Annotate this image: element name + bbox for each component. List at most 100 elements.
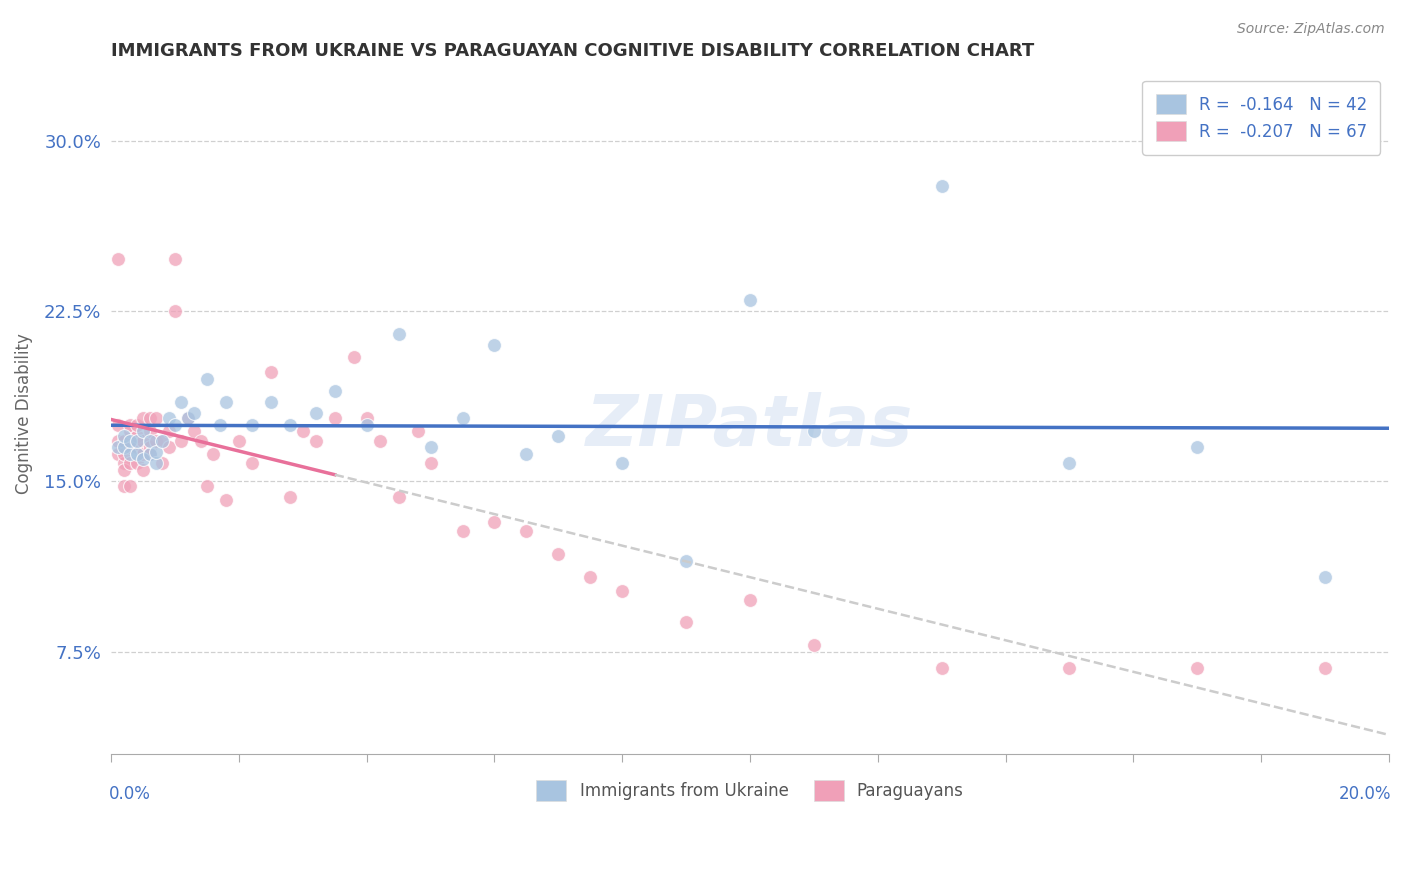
Point (419, 456, 441, 470)
Point (304, 406, 326, 420)
Text: 0.0%: 0.0% (108, 785, 150, 803)
Point (202, 447, 225, 461)
Point (112, 479, 135, 493)
Point (803, 638, 825, 652)
Point (125, 429, 148, 443)
Point (157, 425, 180, 439)
Point (125, 417, 148, 432)
Point (484, 338, 506, 352)
Point (107, 252, 129, 266)
Point (120, 479, 142, 493)
Point (1059, 456, 1081, 470)
Point (157, 410, 180, 425)
Point (165, 417, 187, 432)
Text: ZIPatlas: ZIPatlas (586, 392, 914, 461)
Point (356, 417, 378, 432)
Point (138, 441, 160, 455)
Point (515, 447, 537, 461)
Text: Source: ZipAtlas.com: Source: ZipAtlas.com (1237, 22, 1385, 37)
Point (228, 434, 250, 448)
Point (132, 434, 155, 448)
Point (125, 441, 148, 455)
Point (931, 179, 953, 194)
Point (138, 447, 160, 461)
Point (323, 384, 346, 398)
Y-axis label: Cognitive Disability: Cognitive Disability (15, 333, 32, 494)
Point (278, 417, 301, 432)
Point (215, 395, 238, 409)
Point (612, 456, 634, 470)
Point (208, 417, 231, 432)
Point (165, 304, 187, 318)
Point (150, 434, 173, 448)
Point (112, 447, 135, 461)
Point (157, 441, 180, 455)
Point (120, 417, 142, 432)
Point (406, 425, 429, 439)
Point (107, 417, 129, 432)
Point (451, 410, 474, 425)
Point (484, 516, 506, 530)
Point (388, 326, 411, 341)
Point (803, 425, 825, 439)
Point (323, 410, 346, 425)
Point (125, 434, 148, 448)
Point (451, 524, 474, 539)
Point (120, 447, 142, 461)
Point (260, 366, 283, 380)
Point (165, 252, 187, 266)
Point (112, 429, 135, 443)
Point (132, 410, 155, 425)
Point (120, 425, 142, 439)
Point (738, 592, 761, 607)
Point (579, 570, 602, 584)
Point (190, 434, 212, 448)
Point (177, 410, 200, 425)
Point (515, 524, 537, 539)
Point (138, 410, 160, 425)
Point (675, 615, 697, 630)
Point (120, 434, 142, 448)
Point (195, 479, 218, 493)
Point (112, 441, 135, 455)
Point (138, 447, 160, 461)
Point (215, 492, 238, 507)
Point (388, 491, 411, 505)
Point (138, 425, 160, 439)
Point (107, 441, 129, 455)
Point (120, 441, 142, 455)
Point (120, 456, 142, 470)
Point (195, 372, 218, 386)
Point (547, 429, 569, 443)
Point (240, 456, 263, 470)
Point (612, 583, 634, 598)
Point (1185, 441, 1208, 455)
Point (145, 456, 167, 470)
Point (150, 456, 173, 470)
Point (291, 425, 314, 439)
Point (132, 463, 155, 477)
Point (132, 447, 155, 461)
Point (931, 661, 953, 675)
Point (1059, 661, 1081, 675)
Point (183, 425, 205, 439)
Point (1185, 661, 1208, 675)
Point (138, 434, 160, 448)
Point (183, 406, 205, 420)
Point (260, 395, 283, 409)
Point (368, 434, 391, 448)
Point (356, 410, 378, 425)
Point (177, 410, 200, 425)
Point (343, 350, 366, 364)
Point (107, 447, 129, 461)
Point (132, 451, 155, 466)
Point (112, 456, 135, 470)
Point (170, 434, 193, 448)
Point (112, 463, 135, 477)
Point (738, 293, 761, 307)
Point (240, 417, 263, 432)
Point (125, 447, 148, 461)
Text: IMMIGRANTS FROM UKRAINE VS PARAGUAYAN COGNITIVE DISABILITY CORRELATION CHART: IMMIGRANTS FROM UKRAINE VS PARAGUAYAN CO… (111, 42, 1035, 60)
Point (675, 554, 697, 568)
Point (145, 434, 167, 448)
